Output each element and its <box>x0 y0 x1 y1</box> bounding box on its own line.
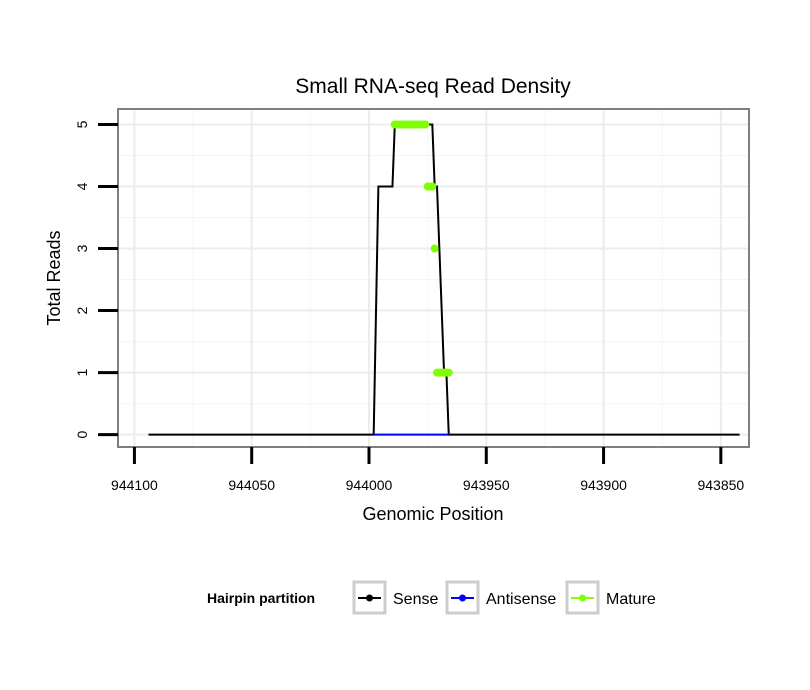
x-axis-label: Genomic Position <box>362 504 503 524</box>
legend-key-point-antisense <box>459 594 466 602</box>
series-layer <box>148 120 740 436</box>
y-axis-label: Total Reads <box>44 230 64 325</box>
chart-title: Small RNA-seq Read Density <box>295 75 571 98</box>
legend-key-point-sense <box>366 594 373 602</box>
legend-title: Hairpin partition <box>207 590 315 606</box>
series-point-mature <box>428 182 437 191</box>
y-tick-label: 1 <box>74 368 90 376</box>
legend-label-sense: Sense <box>393 591 438 608</box>
plot-border <box>117 108 750 448</box>
y-tick-label: 3 <box>74 244 90 252</box>
series-point-mature <box>421 120 430 129</box>
y-tick-label: 4 <box>74 182 90 190</box>
legend-label-antisense: Antisense <box>486 591 556 608</box>
axes: 944100 944050 944000 943950 943900 943850 0 1 2 3… <box>74 120 744 493</box>
legend-label-mature: Mature <box>606 591 656 608</box>
legend: Hairpin partition Sense Antisense Mature <box>207 580 656 615</box>
y-tick-label: 0 <box>74 430 90 438</box>
x-tick-label: 944100 <box>111 477 158 493</box>
x-tick-label: 944050 <box>228 477 275 493</box>
x-tick-label: 944000 <box>346 477 393 493</box>
series-point-mature <box>430 244 439 253</box>
legend-key-point-mature <box>579 594 586 602</box>
series-point-mature <box>444 368 453 377</box>
x-tick-label: 943900 <box>580 477 627 493</box>
y-tick-label: 5 <box>74 120 90 128</box>
x-tick-label: 943850 <box>697 477 744 493</box>
x-tick-label: 943950 <box>463 477 510 493</box>
y-tick-label: 2 <box>74 306 90 314</box>
